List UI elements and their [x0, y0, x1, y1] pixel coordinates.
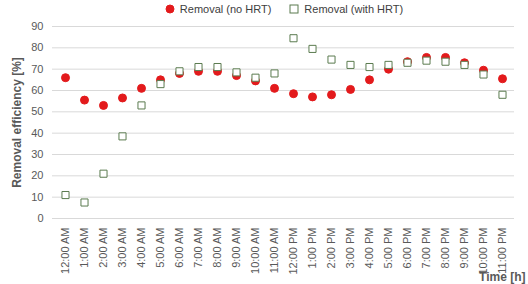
svg-text:50: 50 — [31, 105, 43, 117]
svg-text:20: 20 — [31, 169, 43, 181]
svg-text:6:00 PM: 6:00 PM — [401, 228, 413, 269]
svg-text:4:00 AM: 4:00 AM — [135, 228, 147, 268]
svg-text:7:00 PM: 7:00 PM — [420, 228, 432, 269]
svg-text:5:00 PM: 5:00 PM — [382, 228, 394, 269]
svg-text:12:00 AM: 12:00 AM — [59, 228, 71, 274]
svg-text:8:00 PM: 8:00 PM — [439, 228, 451, 269]
svg-text:2:00 AM: 2:00 AM — [97, 228, 109, 268]
svg-text:10:00 PM: 10:00 PM — [477, 228, 489, 275]
svg-text:1:00 AM: 1:00 AM — [78, 228, 90, 268]
svg-text:90: 90 — [31, 20, 43, 32]
svg-text:11:00 AM: 11:00 AM — [268, 228, 280, 274]
svg-text:10: 10 — [31, 191, 43, 203]
svg-text:8:00 AM: 8:00 AM — [211, 228, 223, 268]
svg-text:3:00 AM: 3:00 AM — [116, 228, 128, 268]
svg-text:2:00 PM: 2:00 PM — [325, 228, 337, 269]
svg-text:3:00 PM: 3:00 PM — [344, 228, 356, 269]
svg-text:0: 0 — [37, 212, 43, 224]
svg-text:Time [h]: Time [h] — [479, 270, 525, 284]
svg-text:5:00 AM: 5:00 AM — [154, 228, 166, 268]
svg-text:11:00 PM: 11:00 PM — [496, 228, 508, 274]
svg-text:7:00 AM: 7:00 AM — [192, 228, 204, 268]
svg-text:6:00 AM: 6:00 AM — [173, 228, 185, 268]
svg-text:1:00 PM: 1:00 PM — [306, 228, 318, 269]
svg-text:4:00 PM: 4:00 PM — [363, 228, 375, 269]
svg-text:40: 40 — [31, 127, 43, 139]
svg-text:9:00 AM: 9:00 AM — [230, 228, 242, 268]
svg-text:80: 80 — [31, 41, 43, 53]
svg-text:60: 60 — [31, 84, 43, 96]
svg-text:Removal efficiency [%]: Removal efficiency [%] — [10, 57, 24, 188]
html-text:Removal (no HRT): Removal (no HRT) — [179, 3, 272, 15]
svg-text:10:00 AM: 10:00 AM — [249, 228, 261, 274]
svg-text:70: 70 — [31, 63, 43, 75]
svg-text:9:00 PM: 9:00 PM — [458, 228, 470, 269]
svg-text:12:00 PM: 12:00 PM — [287, 228, 299, 275]
html-text:Removal (with HRT): Removal (with HRT) — [304, 3, 404, 15]
svg-text:30: 30 — [31, 148, 43, 160]
